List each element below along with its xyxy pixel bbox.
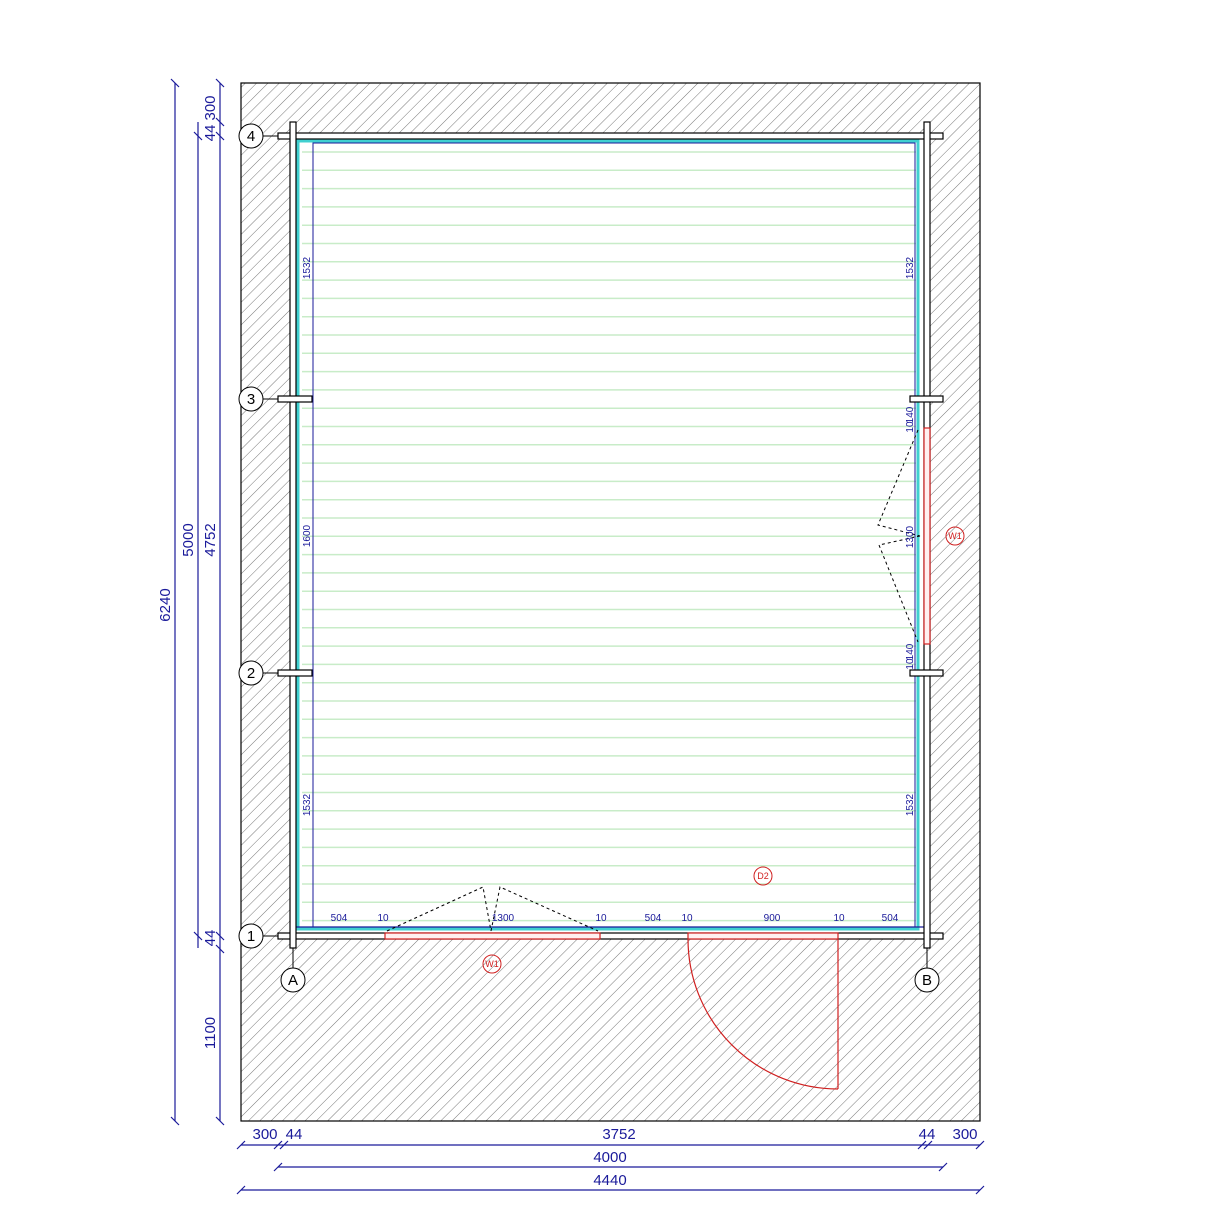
- svg-text:B: B: [922, 972, 932, 989]
- svg-text:2: 2: [247, 665, 255, 682]
- grid-bubble-4: 4: [238, 123, 264, 149]
- dim-label: 1532: [302, 256, 313, 279]
- dim-label: 10: [595, 913, 607, 924]
- grid-bubble-b: B: [914, 967, 940, 993]
- dim-overall-width: 4440: [593, 1172, 626, 1189]
- window-bottom: [384, 932, 601, 940]
- door-opening: [687, 932, 839, 940]
- dim-label: 140: [905, 406, 916, 423]
- dim-label: 10: [905, 658, 916, 670]
- svg-text:1: 1: [247, 928, 255, 945]
- floor-stripes: [302, 151, 916, 922]
- grid-bubble-3: 3: [238, 386, 264, 412]
- dim-label: 300: [952, 1126, 977, 1143]
- post-right-2: [909, 669, 944, 677]
- svg-text:W1: W1: [948, 531, 962, 541]
- exterior-dim-lines: [170, 78, 985, 1195]
- post-left-3: [277, 395, 313, 403]
- dim-label: 1300: [905, 525, 916, 548]
- dim-label: 1600: [302, 524, 313, 547]
- grid-bubble-2: 2: [238, 660, 264, 686]
- wall-bottom: [277, 932, 944, 940]
- dim-label: 300: [252, 1126, 277, 1143]
- grid-bubble-a: A: [280, 967, 306, 993]
- svg-text:4: 4: [247, 128, 255, 145]
- wall-left: [289, 121, 297, 949]
- dim-label: 10: [377, 913, 389, 924]
- dim-label: 1300: [492, 913, 515, 924]
- grid-bubble-1: 1: [238, 923, 264, 949]
- dim-label: 4752: [202, 523, 219, 556]
- window-right: [923, 427, 931, 645]
- dim-label: 44: [202, 930, 219, 947]
- dim-overall-height: 6240: [157, 588, 174, 621]
- post-right-3: [909, 395, 944, 403]
- window-swing-lines: [386, 429, 921, 932]
- dim-label: 3752: [602, 1126, 635, 1143]
- tag-window-bottom: W1: [482, 954, 502, 974]
- dim-label: 1100: [202, 1017, 219, 1049]
- dim-label: 44: [202, 125, 219, 142]
- dim-label: 900: [764, 913, 781, 924]
- dim-label: 1532: [905, 793, 916, 816]
- door-swing-arc: [687, 938, 839, 1090]
- dim-label: 44: [286, 1126, 303, 1143]
- dim-grid-height: 5000: [180, 523, 197, 556]
- dim-label: 10: [905, 421, 916, 433]
- tag-door: D2: [753, 866, 773, 886]
- post-left-2: [277, 669, 313, 677]
- dim-label: 10: [681, 913, 693, 924]
- svg-text:A: A: [288, 972, 298, 989]
- dim-label: 44: [919, 1126, 936, 1143]
- dim-label: 1532: [302, 793, 313, 816]
- dim-label: 10: [833, 913, 845, 924]
- dim-label: 1532: [905, 256, 916, 279]
- dim-label: 504: [331, 913, 348, 924]
- dim-label: 504: [882, 913, 899, 924]
- dim-label: 140: [905, 643, 916, 660]
- wall-top: [277, 132, 944, 140]
- tag-window-right: W1: [945, 526, 965, 546]
- dim-label: 504: [645, 913, 662, 924]
- svg-text:W1: W1: [485, 959, 499, 969]
- svg-text:D2: D2: [757, 871, 769, 881]
- dim-grid-width: 4000: [593, 1149, 626, 1166]
- svg-text:3: 3: [247, 391, 255, 408]
- dim-label: 300: [202, 95, 219, 120]
